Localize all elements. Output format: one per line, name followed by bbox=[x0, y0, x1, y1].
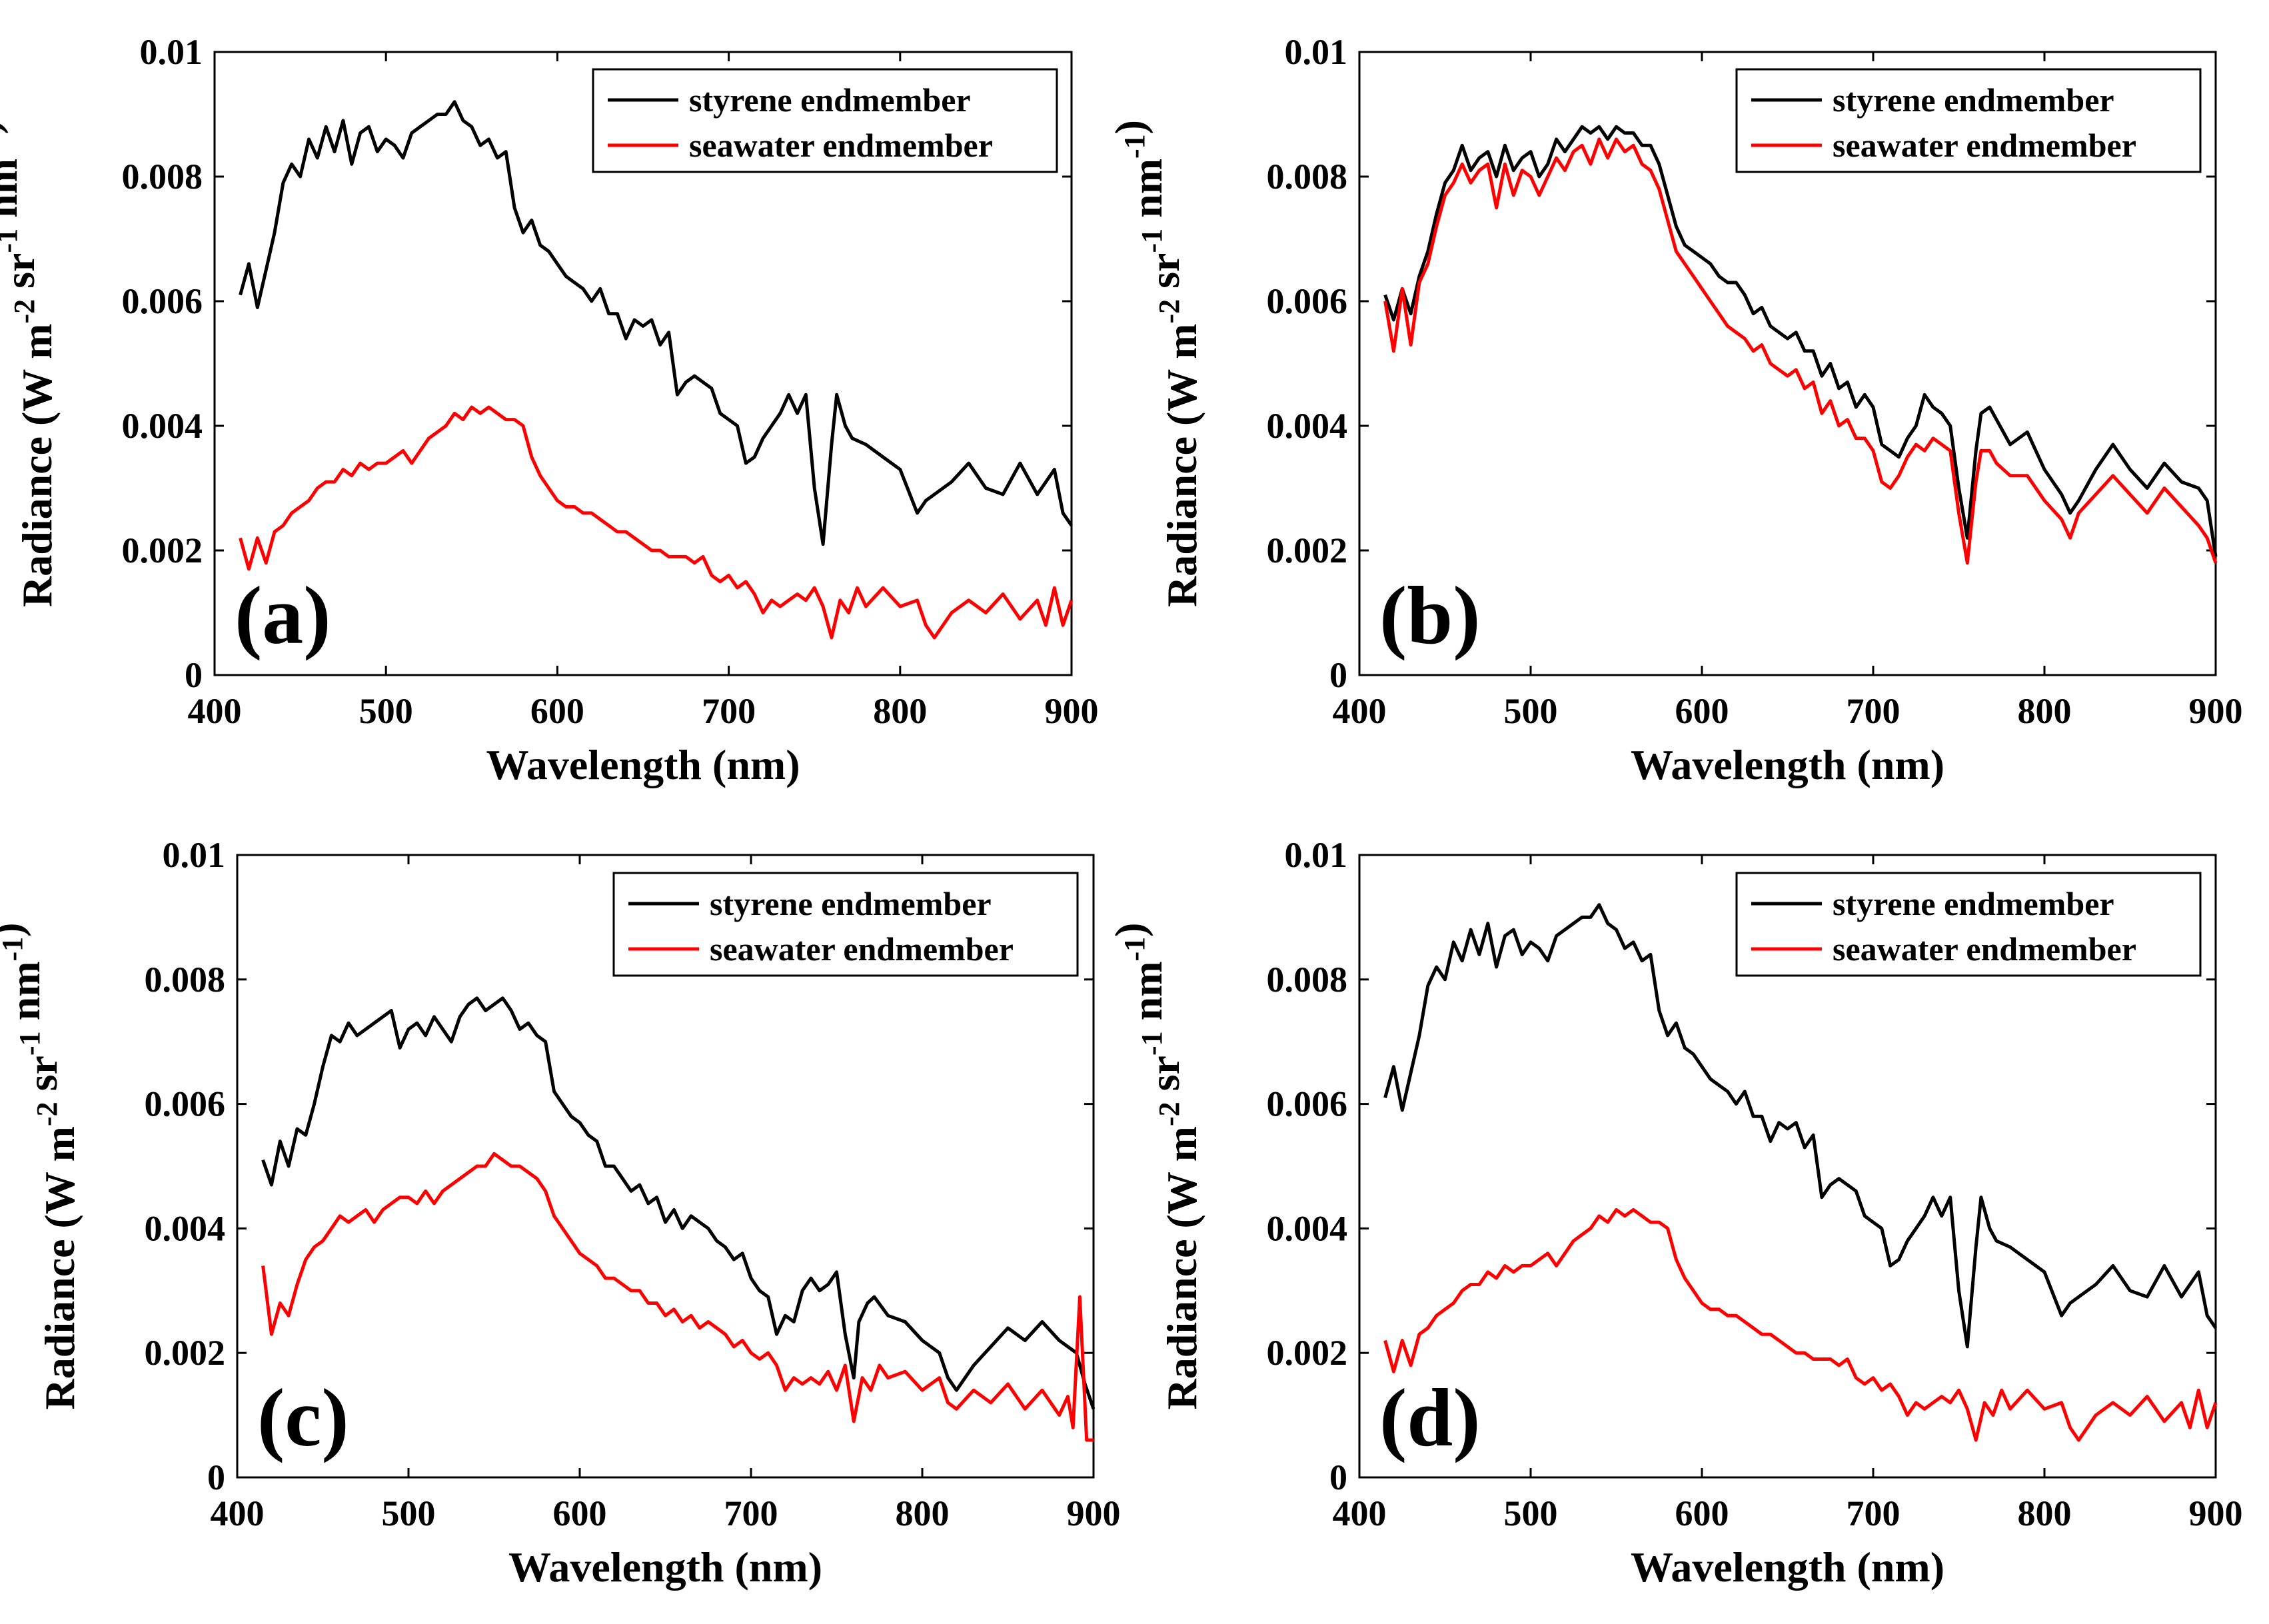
x-tick-label: 400 bbox=[1333, 691, 1387, 731]
chart-panel: 400 500 600 700 800 900 0 0.002 0.004 0.006 0.008 0… bbox=[1106, 835, 2243, 1591]
x-tick-label: 900 bbox=[1045, 691, 1099, 731]
legend: styrene endmember seawater endmember bbox=[1735, 68, 2202, 173]
y-tick-label: 0 bbox=[185, 655, 203, 695]
x-tick-label: 700 bbox=[724, 1493, 778, 1533]
panel-label: (a) bbox=[235, 570, 331, 661]
x-tick-label: 800 bbox=[2018, 691, 2072, 731]
x-tick-label: 400 bbox=[1333, 1493, 1387, 1533]
legend-box bbox=[612, 872, 1079, 977]
x-axis-label: Wavelength (nm) bbox=[1631, 741, 1944, 788]
x-tick-label: 600 bbox=[530, 691, 584, 731]
y-tick-label: 0.002 bbox=[1267, 530, 1348, 570]
y-axis-label-group: Radiance (W m-2 sr-1 nm-1) bbox=[0, 923, 83, 1410]
legend-label: seawater endmember bbox=[1833, 127, 2136, 164]
plot-area-frame bbox=[236, 854, 1095, 1479]
y-axis-label: Radiance (W m-2 sr-1 nm-1) bbox=[1106, 923, 1205, 1410]
legend-box bbox=[1735, 872, 2202, 977]
y-tick-label: 0.002 bbox=[145, 1333, 226, 1373]
x-tick-label: 500 bbox=[382, 1493, 436, 1533]
y-axis-label-group: Radiance (W m-2 sr-1 nm-1) bbox=[1106, 120, 1205, 607]
x-tick-label: 900 bbox=[2189, 691, 2243, 731]
x-tick-label: 800 bbox=[896, 1493, 950, 1533]
series-line-seawater bbox=[1383, 1208, 2218, 1442]
x-tick-label: 600 bbox=[1675, 691, 1729, 731]
legend-label: styrene endmember bbox=[1833, 885, 2114, 922]
x-tick-label: 600 bbox=[1675, 1493, 1729, 1533]
y-tick-label: 0.008 bbox=[145, 960, 226, 1000]
panel-label: (b) bbox=[1379, 570, 1481, 661]
y-tick-label: 0.01 bbox=[140, 32, 203, 72]
y-axis-label: Radiance (W m-2 sr-1 nm-1) bbox=[0, 120, 61, 607]
series-line-styrene bbox=[239, 100, 1074, 546]
y-axis-label: Radiance (W m-2 sr-1 nm-1) bbox=[0, 923, 83, 1410]
series-line-styrene bbox=[1383, 903, 2218, 1349]
legend-label: styrene endmember bbox=[1833, 81, 2114, 119]
x-axis-label: Wavelength (nm) bbox=[1631, 1543, 1944, 1591]
y-tick-label: 0 bbox=[1329, 655, 1347, 695]
y-tick-label: 0.008 bbox=[1267, 960, 1348, 1000]
legend: styrene endmember seawater endmember bbox=[592, 68, 1058, 173]
x-tick-label: 800 bbox=[2018, 1493, 2072, 1533]
y-tick-label: 0.01 bbox=[163, 835, 226, 875]
x-tick-label: 500 bbox=[1504, 691, 1558, 731]
panel-label: (d) bbox=[1379, 1372, 1481, 1463]
legend: styrene endmember seawater endmember bbox=[1735, 872, 2202, 977]
y-tick-label: 0.006 bbox=[1267, 1084, 1348, 1124]
y-axis-label-group: Radiance (W m-2 sr-1 nm-1) bbox=[1106, 923, 1205, 1410]
x-tick-label: 500 bbox=[359, 691, 413, 731]
x-tick-label: 700 bbox=[1847, 1493, 1900, 1533]
y-tick-label: 0.006 bbox=[145, 1084, 226, 1124]
y-tick-label: 0.004 bbox=[1267, 1208, 1348, 1248]
y-tick-label: 0.006 bbox=[1267, 281, 1348, 321]
y-tick-label: 0.006 bbox=[122, 281, 203, 321]
plot-area-frame bbox=[1358, 51, 2217, 676]
y-tick-label: 0.002 bbox=[1267, 1333, 1348, 1373]
legend-label: seawater endmember bbox=[689, 127, 993, 164]
x-tick-label: 700 bbox=[1847, 691, 1900, 731]
y-axis-label: Radiance (W m-2 sr-1 nm-1) bbox=[1106, 120, 1205, 607]
legend: styrene endmember seawater endmember bbox=[612, 872, 1079, 977]
y-tick-label: 0.008 bbox=[1267, 157, 1348, 197]
series-line-styrene bbox=[1383, 125, 2218, 557]
plot-area-frame bbox=[213, 51, 1073, 676]
y-tick-label: 0 bbox=[207, 1457, 225, 1497]
legend-label: seawater endmember bbox=[1833, 930, 2136, 968]
y-tick-label: 0.008 bbox=[122, 157, 203, 197]
legend-box bbox=[1735, 68, 2202, 173]
x-tick-label: 900 bbox=[1067, 1493, 1121, 1533]
legend-label: seawater endmember bbox=[710, 930, 1014, 968]
chart-panel: 400 500 600 700 800 900 0 0.002 0.004 0.006 0.008 0… bbox=[0, 835, 1121, 1591]
legend-box bbox=[592, 68, 1058, 173]
x-axis-label: Wavelength (nm) bbox=[486, 741, 800, 788]
x-tick-label: 600 bbox=[553, 1493, 607, 1533]
x-tick-label: 400 bbox=[211, 1493, 265, 1533]
legend-label: styrene endmember bbox=[689, 81, 971, 119]
x-tick-label: 900 bbox=[2189, 1493, 2243, 1533]
y-axis-label-group: Radiance (W m-2 sr-1 nm-1) bbox=[0, 120, 61, 607]
legend-label: styrene endmember bbox=[710, 885, 992, 922]
x-tick-label: 400 bbox=[188, 691, 242, 731]
series-line-seawater bbox=[239, 405, 1074, 640]
y-tick-label: 0 bbox=[1329, 1457, 1347, 1497]
y-tick-label: 0.004 bbox=[122, 406, 203, 446]
plot-area-frame bbox=[1358, 854, 2217, 1479]
panel-label: (c) bbox=[257, 1372, 349, 1463]
series-line-seawater bbox=[261, 1152, 1094, 1442]
chart-panel: 400 500 600 700 800 900 0 0.002 0.004 0.006 0.008 0… bbox=[1106, 32, 2243, 788]
chart-panel: 400 500 600 700 800 900 0 0.002 0.004 0.006 0.008 0… bbox=[0, 32, 1099, 788]
y-tick-label: 0.01 bbox=[1285, 835, 1348, 875]
y-tick-label: 0.004 bbox=[1267, 406, 1348, 446]
y-tick-label: 0.01 bbox=[1285, 32, 1348, 72]
x-tick-label: 700 bbox=[702, 691, 756, 731]
series-line-styrene bbox=[261, 996, 1096, 1410]
x-tick-label: 800 bbox=[873, 691, 927, 731]
y-tick-label: 0.002 bbox=[122, 530, 203, 570]
series-line-seawater bbox=[1383, 137, 2218, 565]
x-axis-label: Wavelength (nm) bbox=[508, 1543, 822, 1591]
y-tick-label: 0.004 bbox=[145, 1208, 226, 1248]
x-tick-label: 500 bbox=[1504, 1493, 1558, 1533]
